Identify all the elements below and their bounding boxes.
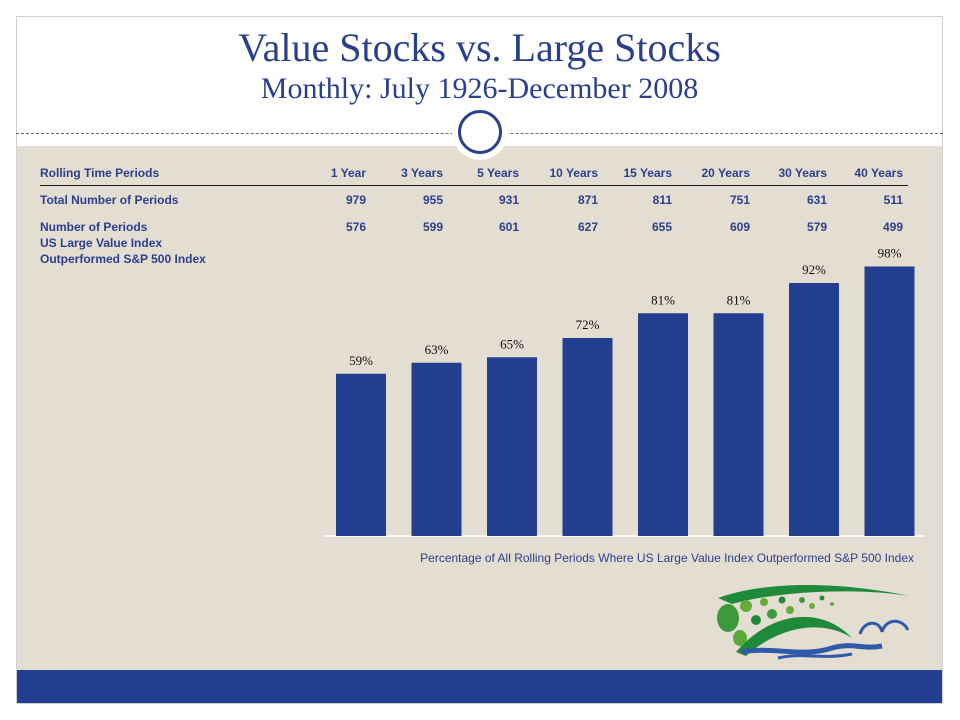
- table-cell: 811: [652, 193, 672, 207]
- bar-data-label: 72%: [576, 317, 600, 332]
- bar-group: [336, 266, 915, 536]
- bar-data-label: 81%: [727, 292, 751, 307]
- column-header: 3 Years: [401, 166, 443, 180]
- table-cell: 979: [345, 193, 366, 207]
- bar-30-years: [789, 283, 839, 536]
- table-cell: 751: [729, 193, 750, 207]
- column-header: 15 Years: [623, 166, 673, 180]
- table-cell: 579: [806, 220, 827, 234]
- bar-5-years: [487, 357, 537, 536]
- circle-ring: [458, 110, 502, 154]
- table-cell: 499: [882, 220, 903, 234]
- bar-data-label: 59%: [349, 353, 373, 368]
- bar-data-label: 65%: [500, 336, 524, 351]
- x-axis-label: Percentage of All Rolling Periods Where …: [420, 551, 914, 565]
- table-cell: 627: [577, 220, 598, 234]
- table-cell: 511: [883, 193, 903, 207]
- bar-15-years: [638, 313, 688, 536]
- column-header: 40 Years: [854, 166, 904, 180]
- table-cell: 609: [729, 220, 750, 234]
- table-cell: 631: [806, 193, 827, 207]
- bar-label-group: 59% 63% 65% 72% 81% 81% 92% 98%: [349, 246, 902, 368]
- table-cell: 655: [651, 220, 672, 234]
- column-header: 5 Years: [477, 166, 519, 180]
- green-dots-wave-logo: [717, 584, 910, 660]
- bar-data-label: 98%: [878, 246, 902, 261]
- bar-40-years: [864, 266, 915, 536]
- table-cell: 871: [577, 193, 598, 207]
- table-cell: 601: [498, 220, 519, 234]
- content-panel: [17, 146, 942, 670]
- row-label: Number of Periods: [40, 220, 148, 234]
- column-header: 1 Year: [330, 166, 366, 180]
- table-header-label: Rolling Time Periods: [40, 166, 160, 180]
- table-cell: 955: [422, 193, 443, 207]
- column-header: 20 Years: [701, 166, 751, 180]
- row-label: Total Number of Periods: [40, 193, 179, 207]
- bar-1-year: [336, 373, 386, 536]
- table-cell: 931: [498, 193, 519, 207]
- table-cell: 599: [422, 220, 443, 234]
- table-header-rule: [40, 185, 908, 186]
- bar-20-years: [713, 313, 764, 536]
- row-label: Outperformed S&P 500 Index: [40, 252, 206, 266]
- bar-data-label: 92%: [802, 262, 826, 277]
- page-title: Value Stocks vs. Large Stocks: [238, 25, 721, 70]
- circle-emblem-icon: [452, 104, 508, 160]
- row-label: US Large Value Index: [40, 236, 163, 250]
- bar-10-years: [562, 338, 613, 536]
- table-cell: 576: [345, 220, 366, 234]
- bar-3-years: [411, 362, 462, 536]
- column-header: 10 Years: [549, 166, 599, 180]
- footer-bar: [17, 670, 942, 703]
- column-header: 30 Years: [778, 166, 828, 180]
- bar-data-label: 63%: [425, 342, 449, 357]
- page-subtitle: Monthly: July 1926-December 2008: [260, 72, 699, 105]
- bar-data-label: 81%: [651, 292, 675, 307]
- header: Value Stocks vs. Large Stocks Monthly: J…: [16, 16, 943, 134]
